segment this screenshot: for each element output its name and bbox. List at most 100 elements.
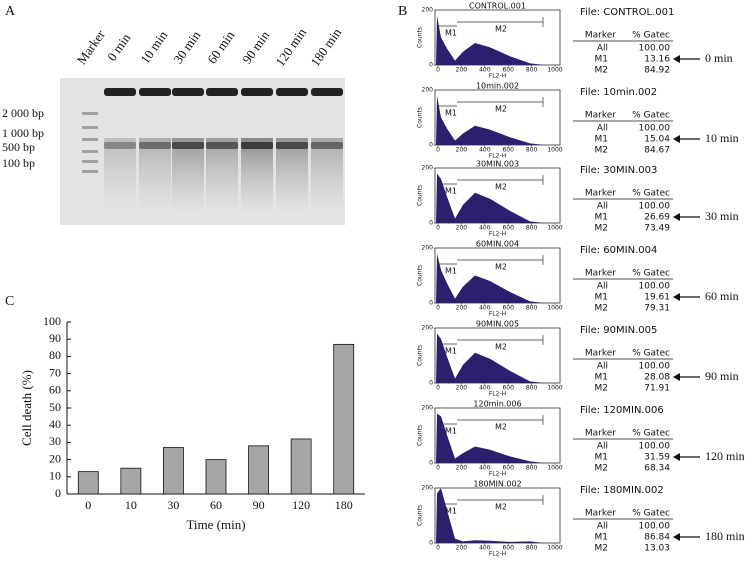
y-tick-label: 0 xyxy=(429,460,433,467)
arrow-head xyxy=(673,213,680,221)
smear xyxy=(241,138,273,213)
x-tick-label: 600 xyxy=(502,305,514,312)
table-cell: 28.08 xyxy=(644,373,670,383)
table-cell: 19.61 xyxy=(644,293,670,303)
histogram-title: 60MIN.004 xyxy=(476,240,519,249)
y-axis-label: Cell death (%) xyxy=(19,370,34,446)
table-cell: M2 xyxy=(595,66,609,76)
table-header: Marker xyxy=(585,189,616,199)
x-tick-label: 400 xyxy=(479,225,491,232)
gate-label: M1 xyxy=(445,427,457,436)
y-tick-label: 90 xyxy=(49,331,61,345)
table-cell: 100.00 xyxy=(639,202,671,212)
gate-label: M2 xyxy=(495,343,507,352)
x-tick-label: 400 xyxy=(479,67,491,74)
bar xyxy=(77,471,99,495)
histogram-title: CONTROL.001 xyxy=(469,2,526,11)
smear xyxy=(172,138,204,213)
lane-label: 60 min xyxy=(204,27,237,66)
x-tick-label: 0 xyxy=(436,385,440,392)
band xyxy=(276,142,308,149)
axis-label: Counts xyxy=(417,27,424,48)
bar xyxy=(120,467,142,495)
x-tick-label: 600 xyxy=(502,147,514,154)
table-cell: All xyxy=(597,522,608,532)
file-name: File: CONTROL.001 xyxy=(580,7,674,18)
x-tick-label: 1000 xyxy=(547,385,562,392)
time-label: 0 min xyxy=(705,51,733,65)
ladder-band xyxy=(82,112,98,115)
y-tick-label: 200 xyxy=(422,165,434,172)
table-cell: M2 xyxy=(595,464,609,474)
bar xyxy=(290,438,312,495)
table-cell: 100.00 xyxy=(639,282,671,292)
arrow-head xyxy=(673,293,680,301)
lane-label: Marker xyxy=(74,27,109,67)
axis-label: Counts xyxy=(417,345,424,366)
table-cell: All xyxy=(597,442,608,452)
bar xyxy=(333,343,355,495)
x-tick-label: 800 xyxy=(526,305,538,312)
table-cell: 31.59 xyxy=(644,453,670,463)
band xyxy=(104,88,136,96)
x-tick-label: 400 xyxy=(479,385,491,392)
x-tick-label: 1000 xyxy=(547,67,562,74)
axis-label: Counts xyxy=(417,265,424,286)
gate-label: M1 xyxy=(445,267,457,276)
arrow-head xyxy=(673,373,680,381)
band xyxy=(241,142,273,149)
axis-label: FL2-H xyxy=(489,73,506,80)
bar xyxy=(163,447,184,495)
table-cell: M1 xyxy=(595,373,609,383)
table-cell: All xyxy=(597,202,608,212)
axis-label: FL2-H xyxy=(489,471,506,478)
table-cell: M2 xyxy=(595,224,609,234)
axis-label: Counts xyxy=(417,505,424,526)
file-name: File: 90MIN.005 xyxy=(580,325,657,336)
x-tick-label: 30 xyxy=(167,498,179,512)
x-tick-label: 400 xyxy=(479,147,491,154)
band xyxy=(139,142,171,149)
lane-label: 90 min xyxy=(239,27,272,66)
y-tick-label: 200 xyxy=(422,7,434,14)
gate-label: M1 xyxy=(445,29,457,38)
table-header: Marker xyxy=(585,111,616,121)
y-tick-label: 200 xyxy=(422,485,434,492)
band xyxy=(206,88,238,96)
table-cell: 26.69 xyxy=(644,213,670,223)
time-label: 60 min xyxy=(705,289,739,303)
x-axis-label: Time (min) xyxy=(186,517,245,532)
x-tick-label: 800 xyxy=(526,147,538,154)
lane-label: 10 min xyxy=(137,27,170,66)
gate-label: M2 xyxy=(495,423,507,432)
gate-label: M2 xyxy=(495,25,507,34)
time-label: 10 min xyxy=(705,131,739,145)
y-tick-label: 200 xyxy=(422,87,434,94)
table-cell: 68.34 xyxy=(644,464,670,474)
table-cell: All xyxy=(597,44,608,54)
x-tick-label: 0 xyxy=(436,305,440,312)
x-tick-label: 1000 xyxy=(547,305,562,312)
axis-label: FL2-H xyxy=(489,311,506,318)
band xyxy=(172,88,204,96)
table-cell: 100.00 xyxy=(639,362,671,372)
table-header: Marker xyxy=(585,509,616,519)
lane-label: 0 min xyxy=(104,30,134,64)
file-name: File: 60MIN.004 xyxy=(580,245,657,256)
table-header: % Gatec xyxy=(632,111,670,121)
table-cell: 13.16 xyxy=(644,55,670,65)
y-tick-label: 40 xyxy=(49,417,61,431)
x-tick-label: 200 xyxy=(456,67,468,74)
table-header: % Gatec xyxy=(632,269,670,279)
time-label: 90 min xyxy=(705,369,739,383)
band xyxy=(206,142,238,149)
table-cell: M2 xyxy=(595,384,609,394)
table-cell: 15.04 xyxy=(644,135,670,145)
axis-label: Counts xyxy=(417,185,424,206)
table-cell: 100.00 xyxy=(639,124,671,134)
gate-label: M1 xyxy=(445,109,457,118)
x-tick-label: 800 xyxy=(526,67,538,74)
table-cell: M1 xyxy=(595,293,609,303)
lane-label: 30 min xyxy=(170,27,203,66)
ladder-band xyxy=(82,170,98,173)
